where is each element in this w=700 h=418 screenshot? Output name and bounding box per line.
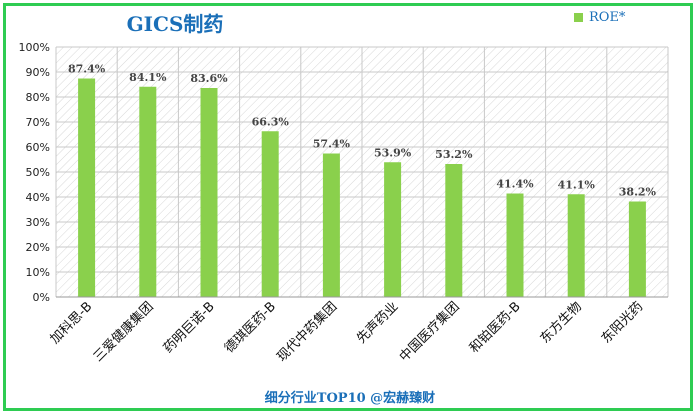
data-label: 41.1% — [558, 178, 596, 191]
category-label: 东阳光药 — [599, 299, 646, 346]
category-label: 中国医疗集团 — [396, 299, 462, 365]
y-tick-label: 30% — [26, 216, 50, 229]
y-tick-label: 40% — [26, 191, 50, 204]
bar — [445, 164, 463, 297]
data-label: 84.1% — [129, 71, 167, 84]
category-label: 药明巨诺-B — [161, 299, 218, 356]
category-label: 先声药业 — [354, 299, 401, 346]
y-tick-label: 20% — [26, 241, 50, 254]
data-label: 66.3% — [252, 115, 290, 128]
category-label: 三爱健康集团 — [90, 299, 156, 365]
chart-footer: 细分行业TOP10 @宏赫臻财 — [264, 391, 436, 406]
data-label: 83.6% — [190, 72, 228, 85]
bar — [567, 194, 585, 297]
bar — [506, 193, 524, 297]
y-tick-label: 60% — [26, 141, 50, 154]
category-label: 德琪医药-B — [222, 299, 279, 356]
bar — [78, 78, 96, 297]
category-label: 东方生物 — [537, 299, 585, 347]
y-tick-label: 0% — [33, 291, 50, 304]
bar — [139, 86, 157, 297]
data-label: 53.2% — [435, 148, 473, 161]
data-label: 87.4% — [68, 63, 106, 76]
bar — [322, 153, 340, 297]
chart-title: GICS制药 — [126, 12, 224, 36]
legend-label: ROE* — [589, 10, 626, 25]
data-label: 57.4% — [313, 138, 351, 151]
bar — [200, 88, 218, 297]
bar — [384, 162, 402, 297]
data-label: 38.2% — [619, 186, 657, 199]
y-tick-label: 70% — [26, 116, 50, 129]
y-tick-label: 50% — [26, 166, 50, 179]
legend: ROE* — [574, 10, 625, 25]
y-tick-label: 80% — [26, 91, 50, 104]
bar — [628, 201, 646, 297]
y-tick-label: 10% — [26, 266, 50, 279]
bar — [261, 131, 279, 297]
category-label: 加科思-B — [48, 299, 96, 347]
data-label: 53.9% — [374, 146, 412, 159]
data-label: 41.4% — [496, 178, 534, 191]
y-tick-label: 90% — [26, 66, 50, 79]
category-label: 现代中药集团 — [274, 299, 340, 365]
legend-swatch — [574, 13, 583, 22]
category-label: 和铂医药-B — [466, 299, 524, 357]
y-tick-label: 100% — [19, 41, 50, 54]
